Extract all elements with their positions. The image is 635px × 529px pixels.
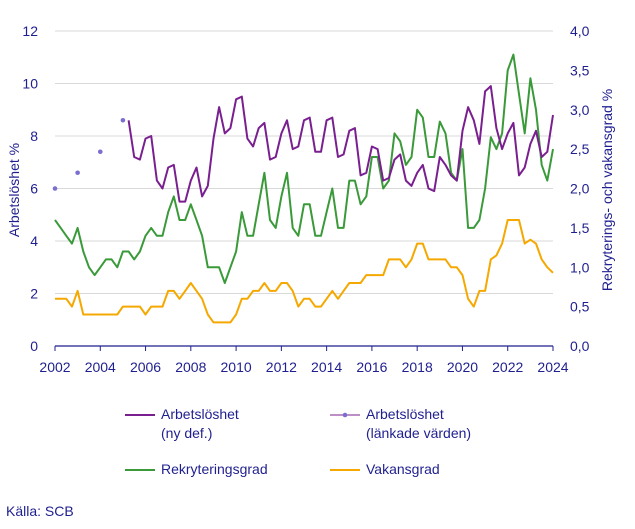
y-left-tick-label: 0: [30, 338, 38, 354]
grid-lines: [55, 30, 553, 347]
legend-label: (länkade värden): [366, 425, 471, 441]
right-axis-ticks: 0,0 0,5 1,0 1,5 2,0 2,5 3,0 3,5 4,0: [570, 23, 590, 354]
y-right-tick-label: 0,0: [570, 338, 590, 354]
y-right-tick-label: 4,0: [570, 23, 590, 39]
y-right-tick-label: 3,0: [570, 102, 590, 118]
x-axis-ticks: 2002 2004 2006 2008 2010 2012 2014 2016 2018 2020…: [39, 346, 569, 375]
x-tick-label: 2014: [311, 359, 342, 375]
linked-value-marker: [97, 149, 103, 155]
linked-value-marker: [52, 186, 58, 191]
y-right-tick-label: 1,0: [570, 259, 590, 275]
series-group: [52, 53, 554, 324]
left-axis-ticks: 0 2 4 6 8 10 12: [22, 23, 38, 354]
y-left-tick-label: 6: [30, 181, 38, 197]
y-right-tick-label: 2,0: [570, 181, 590, 197]
y-left-tick-label: 8: [30, 128, 38, 144]
x-tick-label: 2020: [447, 359, 478, 375]
x-tick-label: 2002: [39, 359, 70, 375]
x-tick-label: 2008: [175, 359, 206, 375]
legend-marker: [342, 412, 348, 418]
y-left-tick-label: 10: [22, 76, 38, 92]
x-tick-label: 2012: [266, 359, 297, 375]
series-line-vakansgrad: [55, 219, 554, 324]
x-tick-label: 2024: [537, 359, 568, 375]
legend-label: Arbetslöshet: [161, 406, 239, 422]
legend-label: (ny def.): [161, 425, 212, 441]
y-left-tick-label: 2: [30, 286, 38, 302]
linked-value-marker: [75, 170, 80, 176]
legend-label: Vakansgrad: [366, 461, 440, 477]
x-tick-label: 2006: [130, 359, 161, 375]
x-tick-label: 2010: [221, 359, 252, 375]
y-axis-left-label: Arbetslöshet %: [6, 143, 22, 237]
legend: Arbetslöshet (ny def.) Arbetslöshet (länkad…: [125, 406, 471, 477]
x-tick-label: 2016: [356, 359, 387, 375]
x-tick-label: 2004: [85, 359, 116, 375]
y-right-tick-label: 3,5: [570, 62, 590, 78]
x-tick-label: 2022: [492, 359, 523, 375]
y-left-tick-label: 4: [30, 233, 38, 249]
y-right-tick-label: 1,5: [570, 220, 590, 236]
y-left-tick-label: 12: [22, 23, 38, 39]
y-right-tick-label: 0,5: [570, 299, 590, 315]
legend-label: Arbetslöshet: [366, 406, 444, 422]
linked-value-marker: [120, 117, 126, 123]
source-note: Källa: SCB: [6, 503, 74, 519]
y-right-tick-label: 2,5: [570, 141, 590, 157]
legend-label: Rekryteringsgrad: [161, 461, 268, 477]
y-axis-right-label: Rekryterings- och vakansgrad %: [599, 89, 615, 291]
x-tick-label: 2018: [402, 359, 433, 375]
series-line-rekryteringsgrad: [54, 53, 554, 284]
series-line-arbetsl-shet: [127, 85, 554, 203]
